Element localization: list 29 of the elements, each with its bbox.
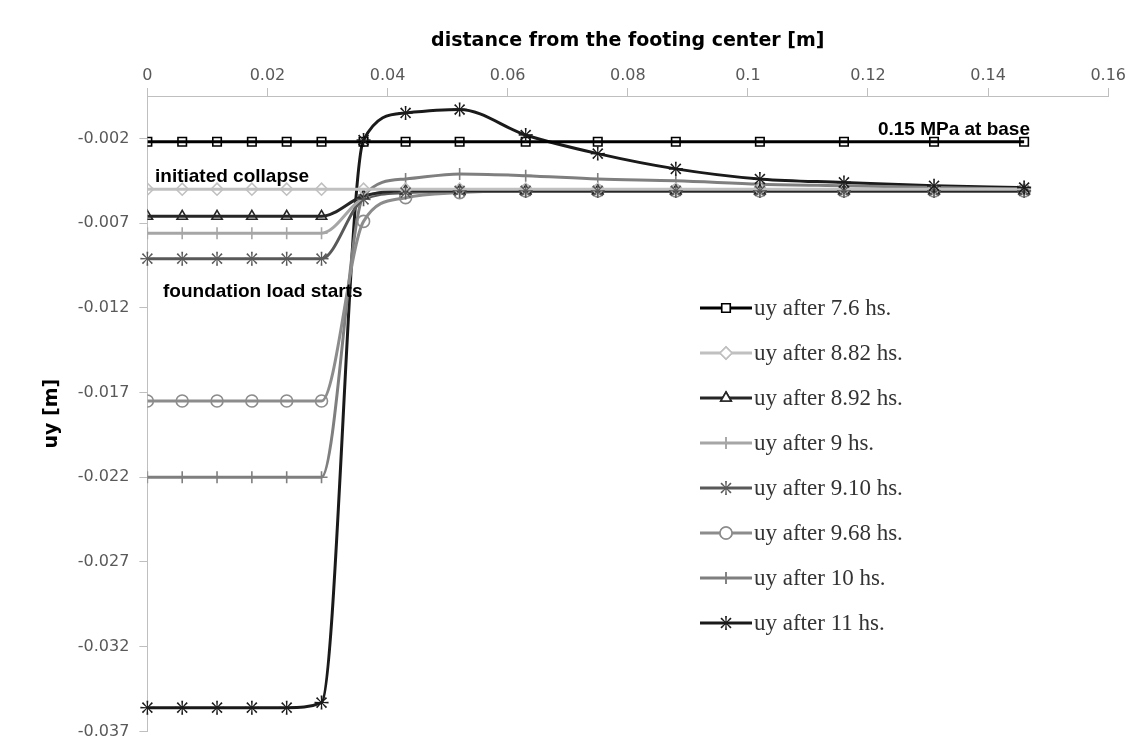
y-tick-label: -0.017: [77, 381, 130, 401]
x-tick-label: 0.12: [850, 64, 886, 84]
legend-label: uy after 10 hs.: [754, 564, 886, 591]
x-tick-label: 0: [142, 64, 153, 84]
annotation: 0.15 MPa at base: [877, 118, 1030, 140]
legend-label: uy after 9.68 hs.: [754, 519, 903, 546]
y-tick-label: -0.027: [77, 551, 130, 571]
x-tick-label: 0.1: [735, 64, 761, 84]
legend-label: uy after 8.82 hs.: [754, 339, 903, 366]
y-axis-title: uy [m]: [39, 378, 62, 449]
x-tick-label: 0.04: [369, 64, 406, 84]
legend-label: uy after 8.92 hs.: [754, 384, 903, 411]
y-tick-label: -0.022: [77, 466, 130, 486]
y-tick-label: -0.032: [77, 635, 130, 655]
legend-label: uy after 7.6 hs.: [754, 294, 892, 321]
legend-label: uy after 11 hs.: [754, 609, 885, 636]
x-axis-title: distance from the footing center [m]: [431, 28, 825, 51]
x-tick-label: 0.02: [249, 64, 286, 84]
x-tick-label: 0.16: [1090, 64, 1126, 84]
y-tick-label: -0.007: [77, 212, 130, 232]
y-tick-label: -0.002: [77, 127, 130, 147]
legend-label: uy after 9 hs.: [754, 429, 875, 456]
legend-label: uy after 9.10 hs.: [754, 474, 903, 501]
annotation: initiated collapse: [155, 165, 310, 187]
y-tick-label: -0.037: [77, 720, 130, 740]
x-tick-label: 0.14: [970, 64, 1006, 84]
x-tick-label: 0.06: [489, 64, 526, 84]
x-tick-label: 0.08: [609, 64, 646, 84]
y-tick-label: -0.012: [77, 296, 130, 316]
